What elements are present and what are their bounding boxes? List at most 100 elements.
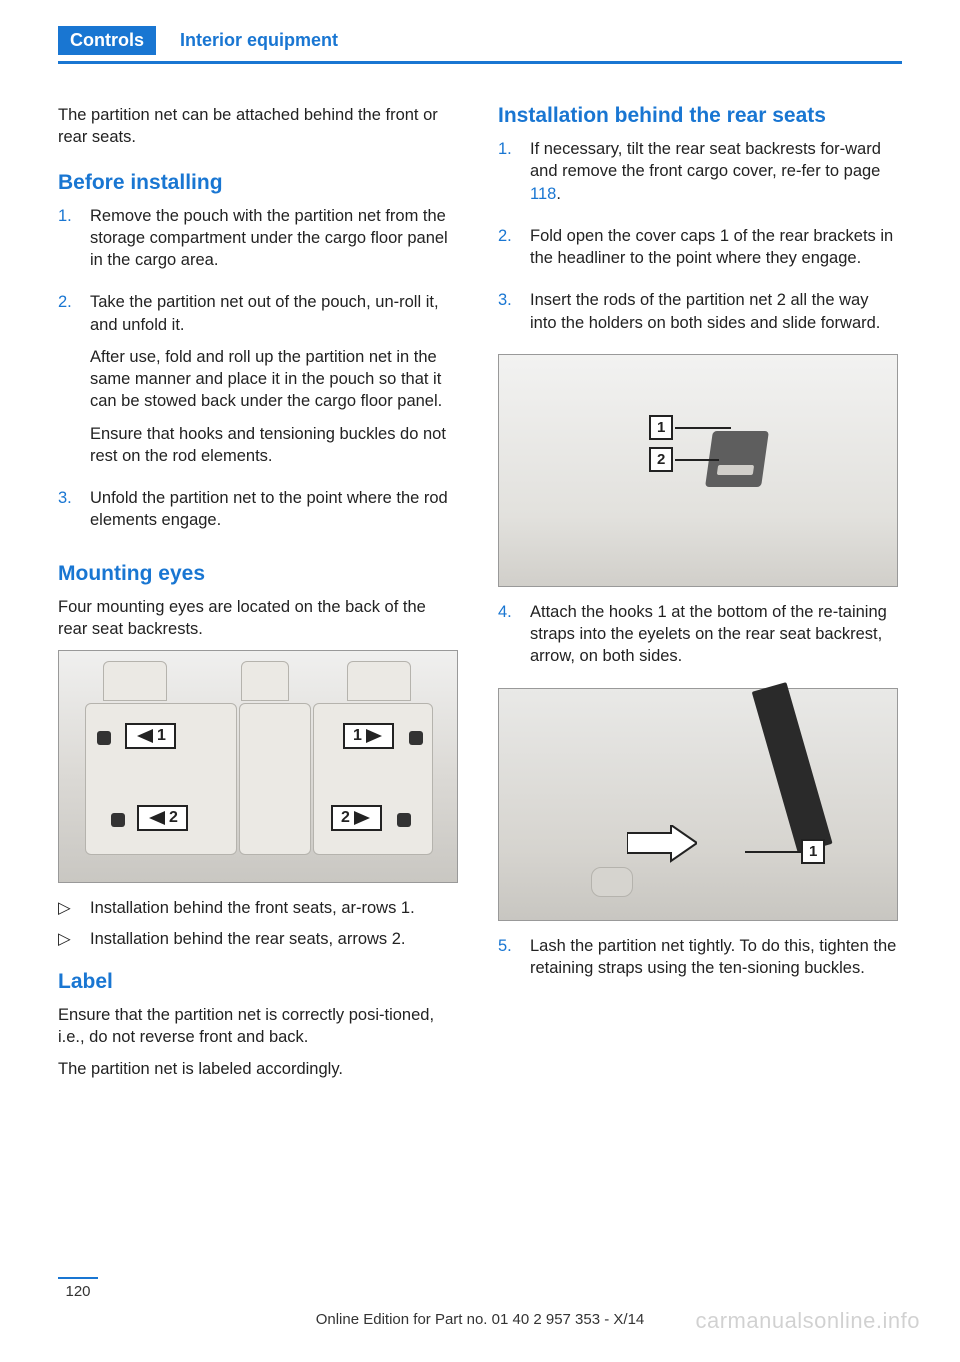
- list-item: 1. Remove the pouch with the partition n…: [58, 205, 458, 282]
- list-number: 5.: [498, 935, 516, 990]
- section-before-installing: Before installing 1. Remove the pouch wi…: [58, 171, 458, 542]
- eyelet-icon: [591, 867, 633, 897]
- bullet-marker-icon: ▷: [58, 897, 76, 919]
- callout: 1: [125, 723, 176, 749]
- leader-line-icon: [675, 459, 719, 461]
- callout: 2: [649, 447, 673, 472]
- arrow-right-icon: [354, 809, 372, 827]
- list-body: Attach the hooks 1 at the bottom of the …: [530, 601, 898, 678]
- callout-label: 1: [353, 727, 362, 745]
- list-number: 3.: [498, 289, 516, 344]
- list-para: Unfold the partition net to the point wh…: [90, 487, 458, 532]
- page: Controls Interior equipment The partitio…: [0, 0, 960, 1362]
- list-number: 1.: [58, 205, 76, 282]
- label-para: Ensure that the partition net is correct…: [58, 1004, 458, 1049]
- list-suffix: .: [556, 185, 561, 203]
- list-body: Fold open the cover caps 1 of the rear b…: [530, 225, 898, 280]
- list-body: Unfold the partition net to the point wh…: [90, 487, 458, 542]
- callout-label: 1: [809, 843, 817, 860]
- leader-line-icon: [675, 427, 731, 429]
- section-label: Label Ensure that the partition net is c…: [58, 970, 458, 1081]
- list-item: 5. Lash the partition net tightly. To do…: [498, 935, 898, 990]
- callout-label: 2: [169, 809, 178, 827]
- callout: 2: [137, 805, 188, 831]
- list-para: Ensure that hooks and tensioning buckles…: [90, 423, 458, 468]
- list-item: 4. Attach the hooks 1 at the bottom of t…: [498, 601, 898, 678]
- callout: 1: [801, 839, 825, 864]
- mounting-eye-icon: [397, 813, 411, 827]
- mounting-eye-icon: [97, 731, 111, 745]
- left-column: The partition net can be attached behind…: [58, 104, 458, 1101]
- arrow-right-icon: [366, 727, 384, 745]
- list-para: If necessary, tilt the rear seat backres…: [530, 138, 898, 205]
- callout-label: 1: [157, 727, 166, 745]
- list-item: 1. If necessary, tilt the rear seat back…: [498, 138, 898, 215]
- arrow-left-icon: [135, 727, 153, 745]
- callout: 1: [649, 415, 673, 440]
- list-number: 2.: [498, 225, 516, 280]
- watermark-text: carmanualsonline.info: [695, 1308, 920, 1334]
- mounting-eyes-para: Four mounting eyes are located on the ba…: [58, 596, 458, 641]
- list-para: Lash the partition net tightly. To do th…: [530, 935, 898, 980]
- list-para: Take the partition net out of the pouch,…: [90, 291, 458, 336]
- list-body: Take the partition net out of the pouch,…: [90, 291, 458, 477]
- tab-controls: Controls: [58, 26, 156, 55]
- list-item: 2. Fold open the cover caps 1 of the rea…: [498, 225, 898, 280]
- heading-before-installing: Before installing: [58, 171, 458, 195]
- bullet-item: ▷ Installation behind the rear seats, ar…: [58, 928, 458, 950]
- bullet-text: Installation behind the front seats, ar‐…: [90, 897, 415, 919]
- list-number: 2.: [58, 291, 76, 477]
- right-column: Installation behind the rear seats 1. If…: [498, 104, 898, 1101]
- list-body: If necessary, tilt the rear seat backres…: [530, 138, 898, 215]
- headrest: [103, 661, 167, 701]
- heading-mounting-eyes: Mounting eyes: [58, 562, 458, 586]
- seat-panel: [239, 703, 311, 855]
- list-para: Attach the hooks 1 at the bottom of the …: [530, 601, 898, 668]
- list-para: Fold open the cover caps 1 of the rear b…: [530, 225, 898, 270]
- callout-label: 2: [341, 809, 350, 827]
- list-para: Insert the rods of the partition net 2 a…: [530, 289, 898, 334]
- headrest: [347, 661, 411, 701]
- header-rule: [58, 61, 902, 64]
- list-item: 3. Insert the rods of the partition net …: [498, 289, 898, 344]
- list-para: After use, fold and roll up the partitio…: [90, 346, 458, 413]
- arrow-left-icon: [147, 809, 165, 827]
- callout-label: 2: [657, 451, 665, 468]
- figure-mounting-eyes: 1 1 2 2: [58, 650, 458, 883]
- list-number: 3.: [58, 487, 76, 542]
- list-para: Remove the pouch with the partition net …: [90, 205, 458, 272]
- section-install-rear: Installation behind the rear seats 1. If…: [498, 104, 898, 989]
- label-para: The partition net is labeled accordingly…: [58, 1058, 458, 1080]
- list-item: 2. Take the partition net out of the pou…: [58, 291, 458, 477]
- page-link[interactable]: 118: [530, 185, 556, 203]
- figure-strap-hook: 1: [498, 688, 898, 921]
- bracket-slot-icon: [717, 465, 754, 475]
- callout: 1: [343, 723, 394, 749]
- tab-interior-equipment: Interior equipment: [180, 26, 338, 55]
- list-number: 4.: [498, 601, 516, 678]
- mounting-eye-icon: [409, 731, 423, 745]
- bullet-item: ▷ Installation behind the front seats, a…: [58, 897, 458, 919]
- list-body: Insert the rods of the partition net 2 a…: [530, 289, 898, 344]
- list-body: Remove the pouch with the partition net …: [90, 205, 458, 282]
- list-item: 3. Unfold the partition net to the point…: [58, 487, 458, 542]
- content-columns: The partition net can be attached behind…: [58, 104, 902, 1101]
- heading-label: Label: [58, 970, 458, 994]
- bullet-text: Installation behind the rear seats, arro…: [90, 928, 406, 950]
- heading-install-rear: Installation behind the rear seats: [498, 104, 898, 128]
- figure-headliner-bracket: 1 2: [498, 354, 898, 587]
- header-tabs: Controls Interior equipment: [58, 26, 902, 55]
- mounting-eye-icon: [111, 813, 125, 827]
- intro-paragraph: The partition net can be attached behind…: [58, 104, 458, 149]
- direction-arrow-icon: [627, 825, 697, 871]
- section-mounting-eyes: Mounting eyes Four mounting eyes are loc…: [58, 562, 458, 950]
- headrest: [241, 661, 289, 701]
- strap-icon: [752, 682, 833, 853]
- callout-label: 1: [657, 419, 665, 436]
- callout: 2: [331, 805, 382, 831]
- list-body: Lash the partition net tightly. To do th…: [530, 935, 898, 990]
- bullet-marker-icon: ▷: [58, 928, 76, 950]
- list-number: 1.: [498, 138, 516, 215]
- list-text: If necessary, tilt the rear seat backres…: [530, 140, 881, 180]
- page-number: 120: [58, 1277, 98, 1300]
